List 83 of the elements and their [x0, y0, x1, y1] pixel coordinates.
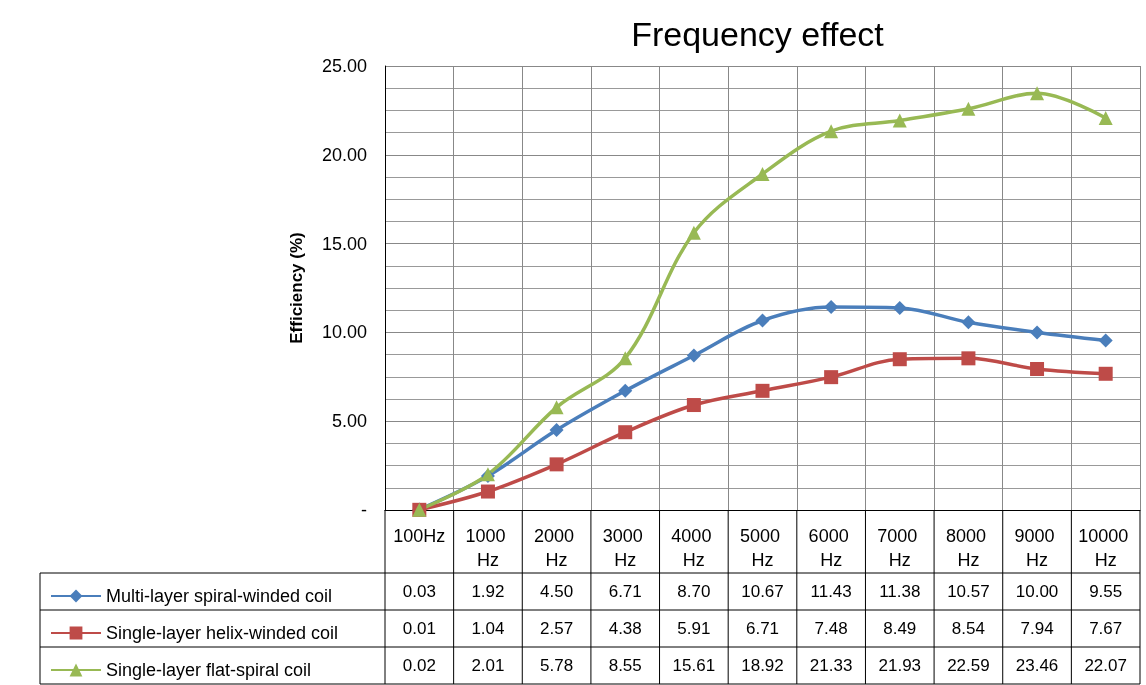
data-label: 23.46: [1015, 656, 1059, 675]
data-label: 21.93: [878, 656, 922, 675]
point: [1098, 366, 1113, 381]
data-label: 5.78: [540, 656, 574, 675]
x-tick-label: 1000 Hz: [465, 526, 511, 570]
x-tick-label: 100Hz: [393, 526, 446, 546]
data-label: 7.94: [1020, 619, 1054, 638]
x-tick-label: 9000 Hz: [1014, 526, 1060, 570]
data-label: 1.04: [471, 619, 505, 638]
point: [618, 383, 633, 398]
x-tick-label: 2000 Hz: [534, 526, 580, 570]
x-tick-label: 4000 Hz: [671, 526, 717, 570]
y-tick-label: -: [361, 500, 367, 520]
data-label: 8.49: [883, 619, 917, 638]
data-label: 15.61: [672, 656, 716, 675]
data-label: 4.38: [608, 619, 642, 638]
data-label: 2.01: [471, 656, 505, 675]
data-label: 10.00: [1015, 582, 1059, 601]
legend-label: Multi-layer spiral-winded coil: [106, 586, 333, 606]
data-label: 8.70: [677, 582, 711, 601]
point: [1030, 86, 1045, 101]
x-tick-label: 7000 Hz: [877, 526, 923, 570]
point: [755, 383, 770, 398]
data-label: 10.67: [741, 582, 784, 601]
point: [961, 315, 976, 330]
chart-title: Frequency effect: [631, 15, 885, 53]
point: [961, 101, 976, 116]
point: [892, 113, 907, 128]
data-label: 7.67: [1089, 619, 1123, 638]
y-tick-label: 5.00: [331, 411, 367, 432]
data-label: 8.54: [951, 619, 985, 638]
x-tick-label: 8000 Hz: [945, 526, 991, 570]
data-label: 4.50: [540, 582, 574, 601]
x-tick-label: 6000 Hz: [808, 526, 854, 570]
y-axis-title: Efficiency (%): [287, 232, 306, 344]
point: [480, 484, 495, 499]
data-label: 0.03: [402, 582, 436, 601]
point: [755, 166, 770, 181]
data-label: 22.59: [947, 656, 990, 675]
point: [1030, 361, 1045, 376]
point: [824, 300, 839, 314]
data-label: 1.92: [471, 582, 505, 601]
point: [686, 348, 701, 363]
x-tick-label: 10000 Hz: [1078, 526, 1134, 570]
point: [1030, 325, 1045, 340]
legend-label: Single-layer flat-spiral coil: [106, 660, 312, 680]
point: [892, 300, 907, 315]
data-label: 9.55: [1089, 582, 1123, 601]
data-label: 0.02: [402, 656, 436, 675]
point: [618, 351, 633, 366]
y-tick-label: 25.00: [321, 56, 367, 76]
y-tick-label: 15.00: [321, 233, 367, 254]
point: [549, 457, 564, 472]
point: [686, 225, 701, 240]
data-label: 6.71: [745, 619, 780, 638]
point: [686, 398, 701, 413]
legend-label: Single-layer helix-winded coil: [106, 623, 339, 643]
point: [892, 352, 907, 367]
data-label: 22.07: [1084, 656, 1127, 675]
point: [549, 423, 564, 438]
point: [961, 351, 976, 366]
data-label: 18.92: [741, 656, 784, 675]
point: [618, 425, 633, 440]
y-tick-label: 20.00: [321, 144, 367, 165]
data-label: 6.71: [608, 582, 642, 601]
x-tick-label: 5000 Hz: [739, 526, 786, 570]
data-label: 8.55: [608, 656, 642, 675]
data-label: 11.43: [810, 582, 852, 601]
x-tick-label: 3000 Hz: [602, 526, 648, 570]
point: [755, 313, 770, 328]
data-label: 11.38: [879, 582, 921, 601]
data-label: 7.48: [814, 619, 848, 638]
data-label: 10.57: [947, 582, 990, 601]
data-label: 2.57: [540, 619, 574, 638]
point: [824, 370, 839, 385]
y-tick-label: 10.00: [321, 322, 367, 343]
data-label: 21.33: [809, 656, 853, 675]
point: [1098, 111, 1113, 126]
data-label: 0.01: [402, 619, 436, 638]
data-label: 5.91: [677, 619, 711, 638]
point: [1098, 333, 1113, 348]
point: [824, 124, 839, 139]
point: [549, 400, 564, 415]
